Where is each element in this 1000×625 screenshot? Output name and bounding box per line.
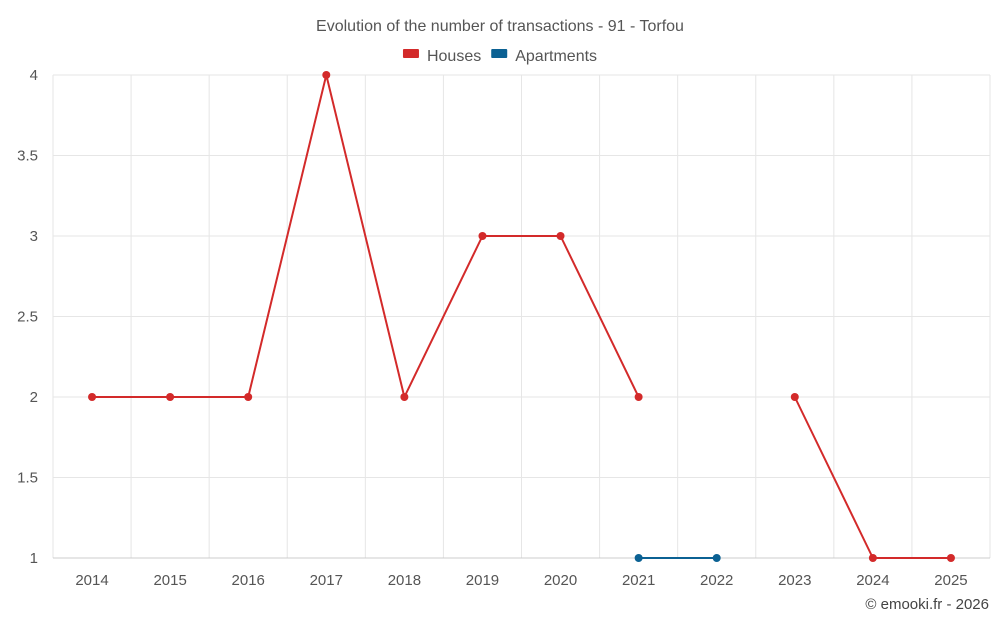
data-point xyxy=(88,393,97,401)
data-point xyxy=(634,554,643,562)
data-point xyxy=(556,232,565,240)
y-axis-ticks: 1 1.5 2 2.5 3 3.5 4 xyxy=(17,67,38,567)
series-layer xyxy=(88,71,955,562)
legend-item: Apartments xyxy=(491,48,597,65)
x-tick-label: 2018 xyxy=(388,572,421,589)
data-point xyxy=(634,393,643,401)
x-tick-label: 2017 xyxy=(310,572,343,589)
y-tick-label: 1.5 xyxy=(17,470,38,487)
credit-text: © emooki.fr - 2026 xyxy=(865,596,989,613)
data-point xyxy=(400,393,409,401)
x-tick-label: 2023 xyxy=(778,572,811,589)
y-tick-label: 2 xyxy=(30,389,38,406)
legend-swatch xyxy=(491,49,508,58)
x-tick-label: 2022 xyxy=(700,572,733,589)
legend-swatch xyxy=(402,49,419,58)
y-tick-label: 2.5 xyxy=(17,309,38,326)
legend: Houses Apartments xyxy=(402,48,597,65)
y-tick-label: 3.5 xyxy=(17,148,38,165)
y-tick-label: 4 xyxy=(30,67,38,84)
data-point xyxy=(712,554,721,562)
legend-label: Houses xyxy=(427,48,481,65)
x-tick-label: 2014 xyxy=(75,572,108,589)
x-tick-label: 2016 xyxy=(232,572,265,589)
data-point xyxy=(244,393,253,401)
x-tick-label: 2021 xyxy=(622,572,655,589)
y-tick-label: 1 xyxy=(30,550,38,567)
legend-label: Apartments xyxy=(515,48,597,65)
data-point xyxy=(790,393,799,401)
data-point xyxy=(478,232,487,240)
series-houses xyxy=(88,71,955,562)
data-point xyxy=(868,554,877,562)
x-tick-label: 2020 xyxy=(544,572,577,589)
series-apartments xyxy=(634,554,721,562)
data-point xyxy=(322,71,331,79)
x-tick-label: 2025 xyxy=(934,572,967,589)
x-tick-label: 2019 xyxy=(466,572,499,589)
data-point xyxy=(166,393,175,401)
x-axis-ticks: 2014 2015 2016 2017 2018 2019 2020 2021 2022 2023… xyxy=(75,572,967,589)
chart-title: Evolution of the number of transactions … xyxy=(316,18,684,35)
y-tick-label: 3 xyxy=(30,228,38,245)
x-tick-label: 2024 xyxy=(856,572,889,589)
legend-item: Houses xyxy=(402,48,481,65)
series-line xyxy=(92,74,640,398)
data-point xyxy=(946,554,955,562)
x-tick-label: 2015 xyxy=(153,572,186,589)
